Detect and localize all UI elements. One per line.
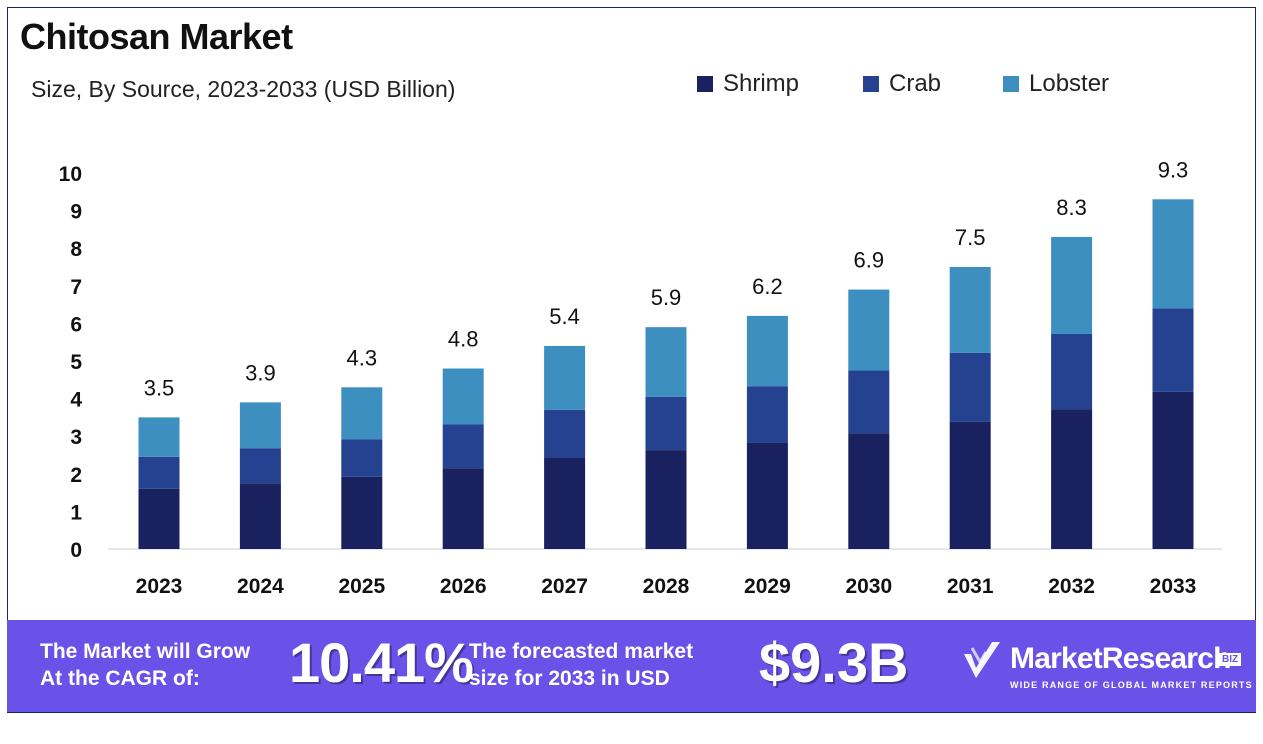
- x-tick-label-2031: 2031: [947, 575, 994, 598]
- logo-tagline: WIDE RANGE OF GLOBAL MARKET REPORTS: [1010, 680, 1253, 690]
- chart-subtitle: Size, By Source, 2023-2033 (USD Billion): [31, 76, 456, 102]
- bar-segment-crab-2025: [341, 439, 383, 477]
- legend-label-lobster: Lobster: [1029, 70, 1110, 97]
- x-tick-label-2032: 2032: [1048, 575, 1095, 598]
- y-tick-label: 6: [70, 313, 82, 336]
- legend-swatch-crab: [863, 76, 879, 92]
- bar-segment-shrimp-2031: [949, 421, 991, 549]
- summary-banner: The Market will Grow At the CAGR of: 10.…: [7, 620, 1256, 712]
- checkmark-logo-icon: [964, 642, 1000, 678]
- y-tick-label: 2: [70, 464, 82, 487]
- bar-segment-lobster-2023: [138, 417, 180, 457]
- bar-segment-crab-2024: [239, 448, 281, 484]
- bar-segment-lobster-2033: [1152, 199, 1194, 309]
- bar-segment-lobster-2026: [442, 368, 484, 425]
- y-tick-label: 1: [70, 501, 82, 524]
- x-tick-label-2025: 2025: [338, 575, 385, 598]
- bar-segment-shrimp-2028: [645, 450, 687, 549]
- bar-total-label-2030: 6.9: [854, 248, 885, 273]
- x-tick-label-2023: 2023: [136, 575, 183, 598]
- bar-segment-shrimp-2027: [544, 458, 586, 549]
- cagr-label-line2: At the CAGR of:: [40, 667, 200, 690]
- bar-total-label-2032: 8.3: [1056, 195, 1087, 220]
- x-tick-label-2028: 2028: [643, 575, 690, 598]
- cagr-value: 10.41%: [289, 631, 474, 694]
- legend-item-shrimp: Shrimp: [697, 70, 799, 98]
- brand-logo: MarketResearch BIZ WIDE RANGE OF GLOBAL …: [962, 636, 1252, 696]
- x-tick-label-2033: 2033: [1150, 575, 1197, 598]
- cagr-label: The Market will Grow At the CAGR of:: [40, 638, 300, 692]
- legend-label-crab: Crab: [889, 70, 942, 97]
- y-tick-label: 10: [59, 163, 82, 186]
- bar-segment-shrimp-2024: [239, 483, 281, 549]
- bar-segment-shrimp-2026: [442, 468, 484, 549]
- bar-segment-crab-2030: [848, 370, 890, 434]
- legend-swatch-shrimp: [697, 76, 713, 92]
- bar-segment-shrimp-2029: [746, 442, 788, 549]
- bar-segment-lobster-2031: [949, 267, 991, 353]
- bar-segment-crab-2026: [442, 424, 484, 469]
- bar-segment-crab-2028: [645, 396, 687, 451]
- legend-item-crab: Crab: [863, 70, 941, 98]
- bar-total-label-2029: 6.2: [752, 274, 783, 299]
- bar-segment-shrimp-2032: [1051, 409, 1093, 549]
- x-tick-label-2030: 2030: [845, 575, 892, 598]
- bar-total-label-2023: 3.5: [144, 375, 175, 400]
- y-tick-label: 9: [70, 201, 82, 224]
- bar-total-label-2031: 7.5: [955, 225, 986, 250]
- x-tick-label-2027: 2027: [541, 575, 588, 598]
- forecast-label-line1: The forecasted market: [469, 640, 694, 663]
- y-tick-label: 5: [70, 351, 82, 374]
- bar-segment-lobster-2024: [239, 402, 281, 449]
- bar-segment-crab-2029: [746, 386, 788, 443]
- bar-segment-shrimp-2033: [1152, 391, 1194, 549]
- cagr-label-line1: The Market will Grow: [40, 640, 251, 663]
- forecast-value: $9.3B: [759, 631, 909, 694]
- chart-title: Chitosan Market: [20, 16, 293, 57]
- bar-segment-lobster-2025: [341, 387, 383, 440]
- logo-name: MarketResearch: [1010, 642, 1231, 675]
- legend-label-shrimp: Shrimp: [723, 70, 800, 97]
- legend-swatch-lobster: [1003, 76, 1019, 92]
- y-tick-label: 7: [70, 276, 82, 299]
- bar-segment-lobster-2028: [645, 327, 687, 397]
- bar-segment-lobster-2029: [746, 315, 788, 387]
- y-tick-label: 0: [70, 539, 82, 562]
- bar-segment-crab-2023: [138, 456, 180, 489]
- y-tick-label: 8: [70, 238, 82, 261]
- y-tick-label: 3: [70, 426, 82, 449]
- bar-total-label-2024: 3.9: [245, 360, 276, 385]
- bar-segment-shrimp-2023: [138, 488, 180, 549]
- bar-total-label-2033: 9.3: [1158, 157, 1189, 182]
- x-tick-label-2024: 2024: [237, 575, 284, 598]
- bar-segment-crab-2033: [1152, 308, 1194, 392]
- bar-total-label-2025: 4.3: [347, 345, 378, 370]
- y-tick-label: 4: [70, 389, 82, 412]
- bar-segment-shrimp-2025: [341, 476, 383, 549]
- forecast-label-line2: size for 2033 in USD: [469, 667, 670, 690]
- forecast-label: The forecasted market size for 2033 in U…: [469, 638, 759, 692]
- bar-segment-crab-2027: [544, 409, 586, 459]
- bar-segment-lobster-2027: [544, 345, 586, 410]
- stacked-bar-chart: 0 1 2 3 4 5 6 7 8 9 10 3.5 2023 3.9 2024 4.3 2025 4.8 2026…: [59, 157, 1222, 598]
- x-tick-label-2029: 2029: [744, 575, 791, 598]
- legend-item-lobster: Lobster: [1003, 70, 1109, 98]
- bar-total-label-2026: 4.8: [448, 327, 479, 352]
- bar-segment-crab-2032: [1051, 333, 1093, 410]
- bar-segment-shrimp-2030: [848, 433, 890, 549]
- bar-segment-crab-2031: [949, 352, 991, 422]
- logo-badge: BIZ: [1219, 653, 1242, 666]
- bar-total-label-2028: 5.9: [651, 285, 682, 310]
- bar-total-label-2027: 5.4: [549, 304, 580, 329]
- x-tick-label-2026: 2026: [440, 575, 487, 598]
- chart-frame: [7, 7, 1256, 713]
- bar-segment-lobster-2032: [1051, 236, 1093, 334]
- bar-segment-lobster-2030: [848, 289, 890, 371]
